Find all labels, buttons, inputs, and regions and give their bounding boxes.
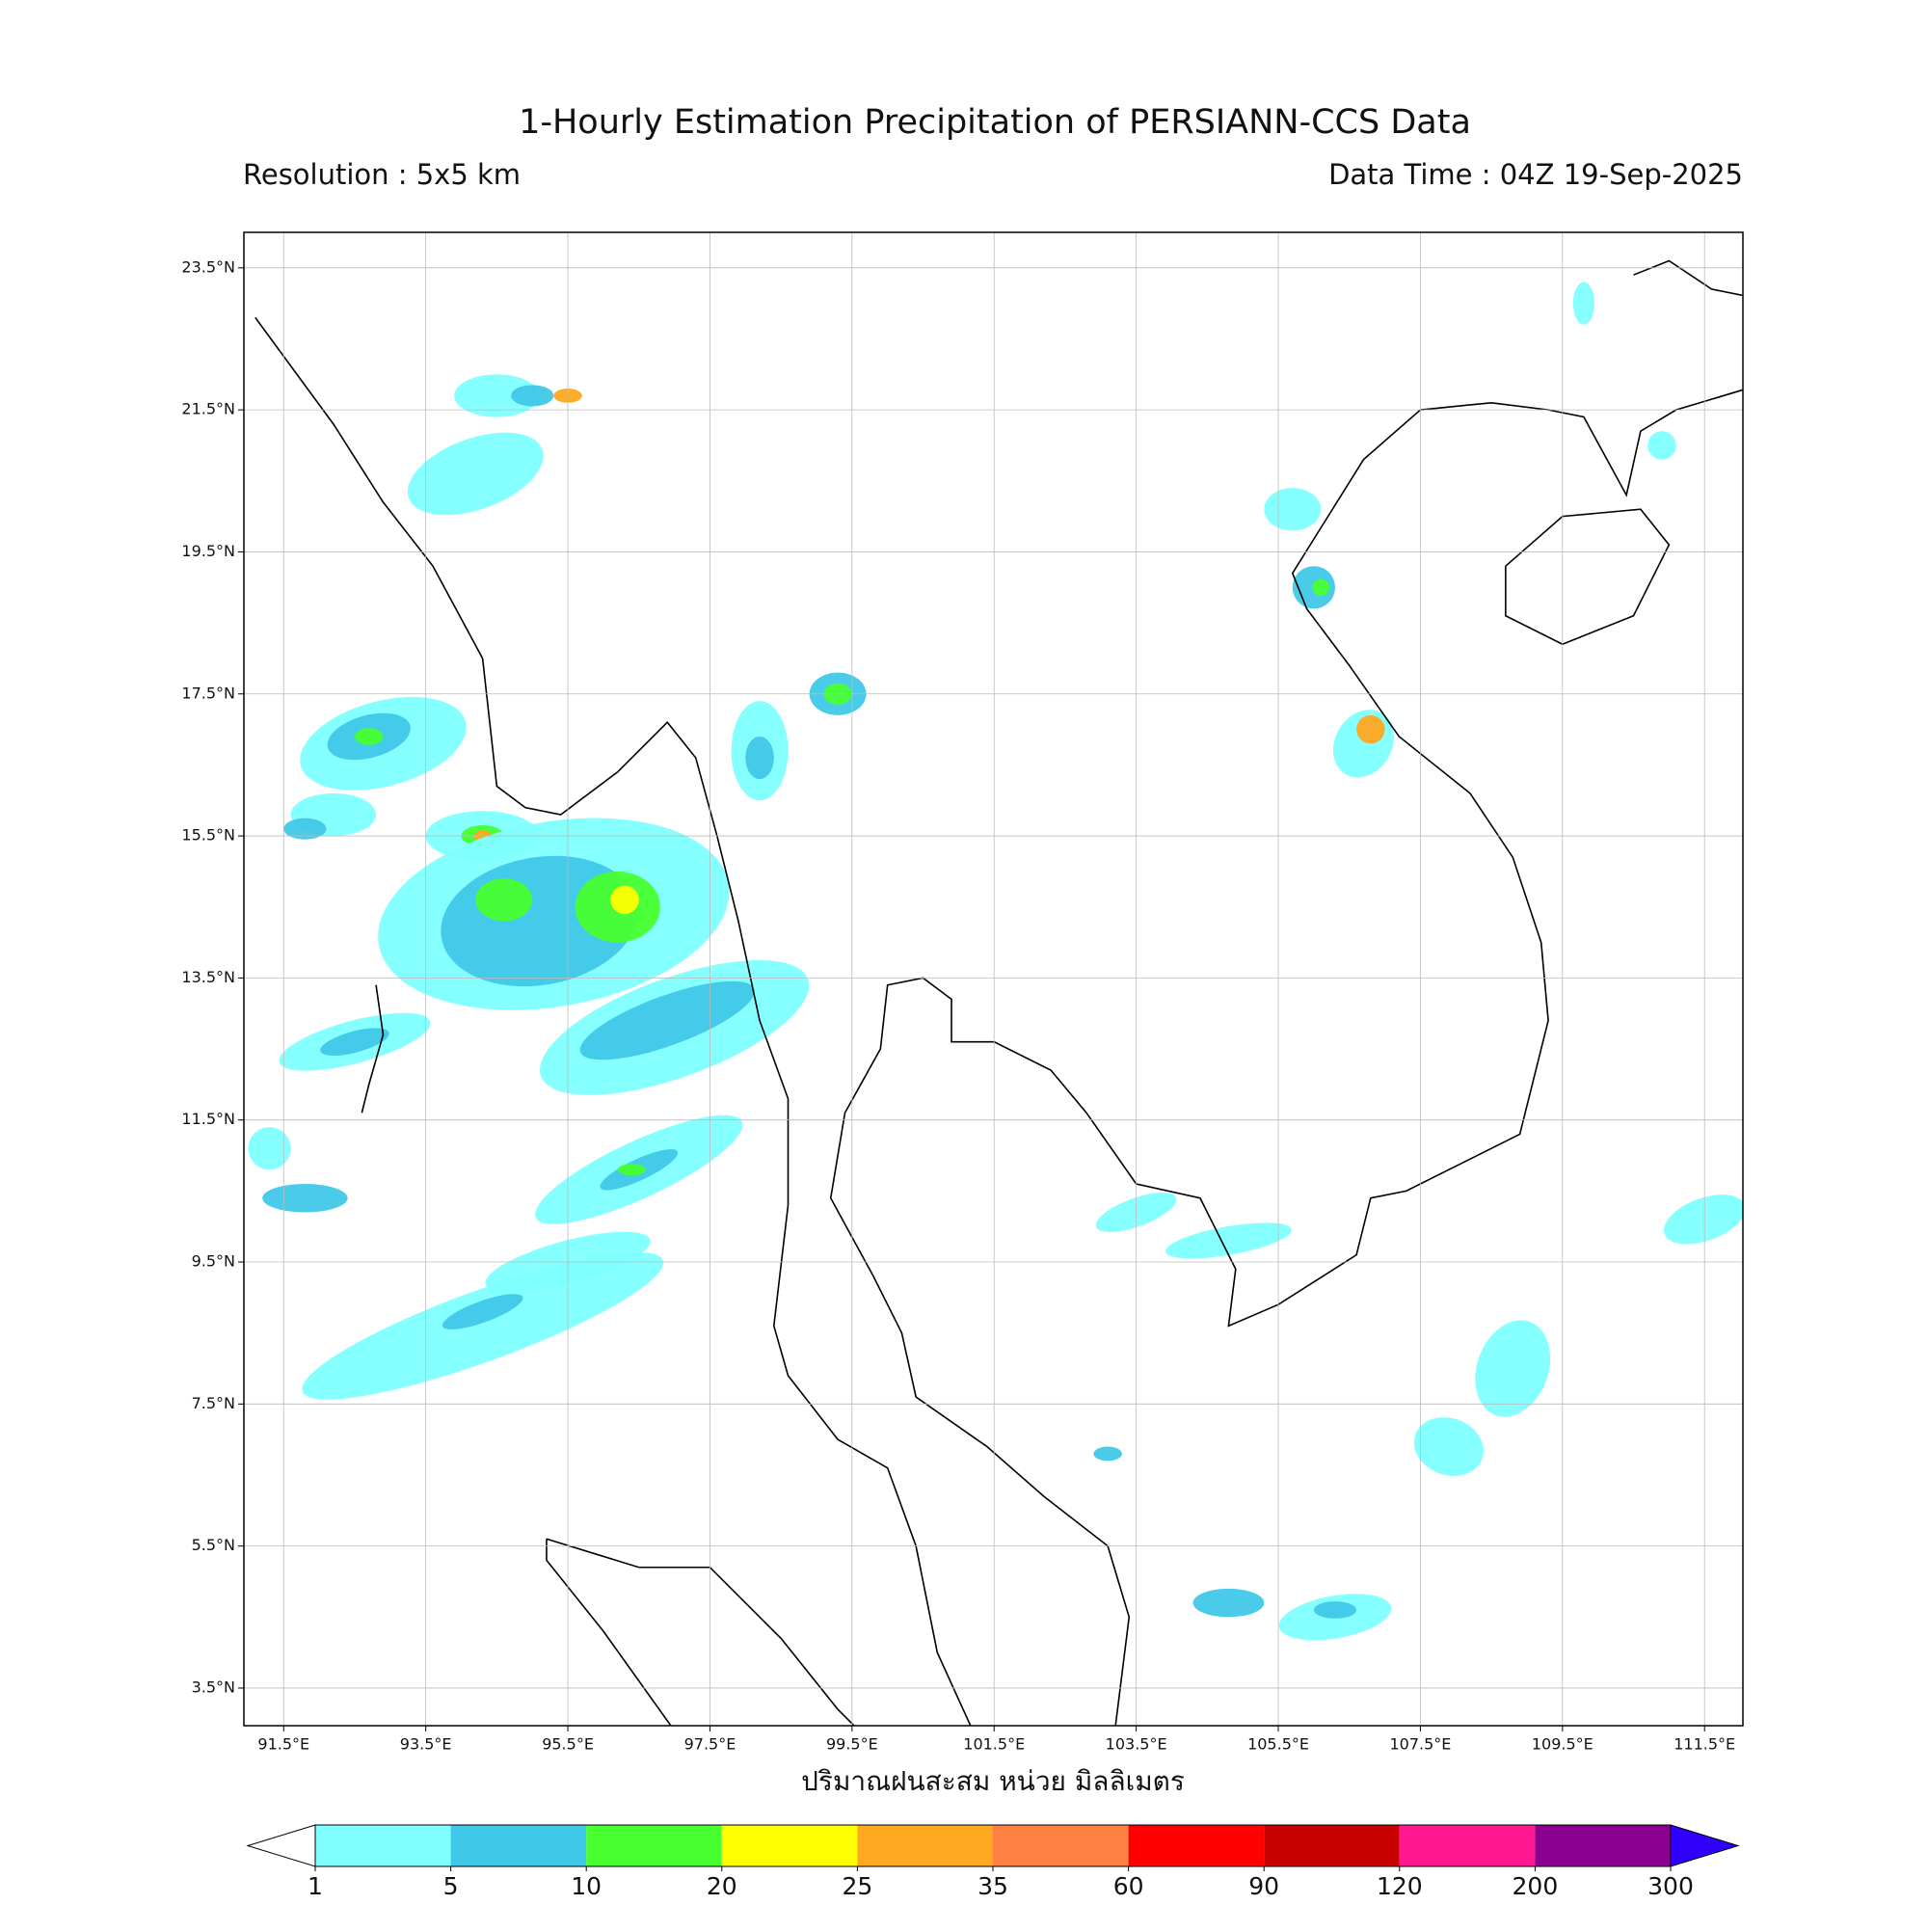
colorbar-label: 10 bbox=[571, 1872, 602, 1900]
coastline bbox=[546, 1539, 672, 1726]
rain-area bbox=[302, 1251, 664, 1400]
rain-area bbox=[454, 374, 540, 417]
lat-tick-label: 15.5°N bbox=[181, 826, 235, 845]
colorbar-segment bbox=[1535, 1825, 1671, 1866]
colorbar-segment bbox=[586, 1825, 722, 1866]
rain-area bbox=[1264, 488, 1322, 531]
lon-tick-label: 105.5°E bbox=[1247, 1735, 1309, 1754]
rain-area bbox=[1572, 282, 1594, 325]
colorbar-label: 35 bbox=[977, 1872, 1008, 1900]
rain-area bbox=[610, 885, 639, 915]
rain-area bbox=[320, 1028, 389, 1056]
colorbar-segment bbox=[1128, 1825, 1265, 1866]
colorbar-segment bbox=[993, 1825, 1129, 1866]
colorbar-label: 300 bbox=[1647, 1872, 1694, 1900]
rain-area bbox=[511, 385, 554, 407]
lon-tick-label: 93.5°E bbox=[400, 1735, 452, 1754]
lon-tick-label: 91.5°E bbox=[257, 1735, 309, 1754]
map-area bbox=[244, 232, 1743, 1726]
lon-tick-label: 97.5°E bbox=[684, 1735, 736, 1754]
lat-tick-label: 11.5°N bbox=[181, 1110, 235, 1128]
colorbar-label: 25 bbox=[842, 1872, 872, 1900]
colorbar-over bbox=[1670, 1824, 1740, 1867]
rain-area bbox=[1165, 1222, 1292, 1259]
lon-tick-label: 111.5°E bbox=[1674, 1735, 1735, 1754]
colorbar-segment bbox=[857, 1825, 993, 1866]
lon-tick-label: 109.5°E bbox=[1532, 1735, 1593, 1754]
rain-area bbox=[1093, 1446, 1122, 1462]
colorbar-under bbox=[246, 1824, 316, 1867]
colorbar-label: 5 bbox=[443, 1872, 459, 1900]
colorbar-segment bbox=[1264, 1825, 1400, 1866]
lon-tick-label: 107.5°E bbox=[1389, 1735, 1451, 1754]
rain-area bbox=[1475, 1320, 1551, 1417]
lat-tick-label: 5.5°N bbox=[192, 1536, 235, 1554]
lat-tick-label: 21.5°N bbox=[181, 400, 235, 418]
colorbar-label: 60 bbox=[1113, 1872, 1144, 1900]
rain-area bbox=[1332, 710, 1394, 778]
lon-tick-label: 101.5°E bbox=[963, 1735, 1025, 1754]
colorbar-label: 120 bbox=[1377, 1872, 1423, 1900]
lat-tick-label: 19.5°N bbox=[181, 542, 235, 560]
rain-area bbox=[248, 1127, 291, 1170]
colorbar-segment bbox=[315, 1825, 451, 1866]
rain-area bbox=[1413, 1417, 1484, 1476]
lat-tick-label: 3.5°N bbox=[192, 1677, 235, 1696]
resolution: Resolution : 5x5 km bbox=[243, 158, 521, 191]
data-time: Data Time : 04Z 19-Sep-2025 bbox=[1328, 158, 1743, 191]
colorbar-segment bbox=[1399, 1825, 1536, 1866]
lon-tick-label: 103.5°E bbox=[1106, 1735, 1167, 1754]
colorbar-label: 20 bbox=[707, 1872, 737, 1900]
rain-area bbox=[1192, 1588, 1265, 1618]
rain-area bbox=[354, 728, 384, 745]
x-axis-label: ปริมาณฝนสะสม หน่วย มิลลิเมตร bbox=[801, 1765, 1185, 1797]
colorbar-segment bbox=[450, 1825, 587, 1866]
rain-area bbox=[262, 1184, 348, 1213]
rain-area bbox=[475, 878, 533, 922]
rain-area bbox=[617, 1164, 647, 1176]
rain-area bbox=[1312, 578, 1330, 597]
rain-area bbox=[442, 1294, 523, 1329]
coastline bbox=[1633, 259, 1743, 297]
rain-area bbox=[745, 736, 774, 780]
lon-tick-label: 99.5°E bbox=[826, 1735, 878, 1754]
rain-area bbox=[1313, 1601, 1357, 1619]
lat-tick-label: 9.5°N bbox=[192, 1252, 235, 1271]
coastline bbox=[361, 984, 385, 1114]
lat-tick-label: 17.5°N bbox=[181, 684, 235, 702]
lat-tick-label: 23.5°N bbox=[181, 257, 235, 276]
coastline bbox=[1505, 508, 1671, 646]
colorbar-label: 200 bbox=[1513, 1872, 1559, 1900]
rain-area bbox=[1356, 714, 1385, 744]
lon-tick-label: 95.5°E bbox=[542, 1735, 594, 1754]
lat-tick-label: 7.5°N bbox=[192, 1394, 235, 1412]
rain-area bbox=[579, 980, 755, 1060]
colorbar-segment bbox=[721, 1825, 858, 1866]
title: 1-Hourly Estimation Precipitation of PER… bbox=[519, 103, 1471, 142]
coastline bbox=[546, 1538, 856, 1726]
rain-area bbox=[407, 432, 544, 516]
colorbar-label: 1 bbox=[308, 1872, 323, 1900]
lat-tick-label: 13.5°N bbox=[181, 968, 235, 986]
colorbar-label: 90 bbox=[1248, 1872, 1279, 1900]
coastline bbox=[829, 389, 1743, 1726]
map-frame bbox=[243, 231, 1744, 1727]
rain-area bbox=[283, 818, 327, 840]
rain-area bbox=[1647, 431, 1676, 460]
